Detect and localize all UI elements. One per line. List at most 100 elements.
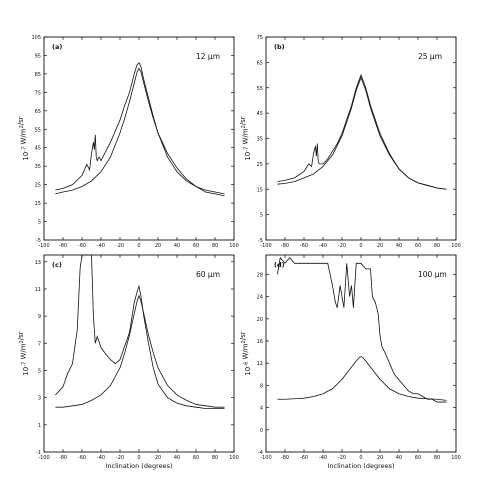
x-axis-label: Inclination (degrees): [327, 462, 394, 470]
observed-profile-line: [277, 73, 447, 190]
model-profile-line: [277, 76, 447, 190]
x-tick-label: -40: [319, 455, 327, 461]
y-tick-label: 3: [38, 396, 41, 402]
panel-label: (b): [274, 43, 285, 51]
y-tick-label: 45: [35, 146, 41, 152]
y-tick-label: 1: [38, 423, 41, 429]
y-axis-label: 10-7 W/m2/sr: [239, 116, 252, 160]
x-tick-label: -60: [78, 455, 86, 461]
x-tick-label: -100: [38, 455, 49, 461]
y-tick-label: 45: [257, 111, 263, 117]
x-tick-label: 80: [434, 243, 440, 249]
x-tick-label: -100: [260, 455, 271, 461]
plot-frame: [265, 254, 457, 453]
x-tick-label: 0: [359, 243, 362, 249]
x-tick-label: -80: [59, 243, 67, 249]
x-tick-label: -20: [116, 243, 124, 249]
x-tick-label: 0: [359, 455, 362, 461]
x-tick-label: 100: [451, 243, 461, 249]
y-tick-label: 55: [257, 86, 263, 92]
y-tick-label: 9: [38, 314, 41, 320]
x-tick-label: -20: [338, 455, 346, 461]
x-tick-label: -60: [300, 243, 308, 249]
y-tick-label: 28: [257, 272, 263, 278]
y-tick-label: 15: [257, 187, 263, 193]
y-tick-label: 25: [35, 183, 41, 189]
y-tick-label: 75: [35, 90, 41, 96]
chart-panel-4: -100 -80 -60 -40 -20 0 20 40 60 80 100-40481216202…: [239, 254, 461, 470]
panel-label: (a): [52, 43, 62, 51]
x-tick-label: 80: [212, 455, 218, 461]
x-tick-label: 60: [415, 243, 421, 249]
chart-panel-3: -100 -80 -60 -40 -20 0 20 40 60 80 100-1135791113(…: [17, 254, 239, 470]
y-axis-label: 10-6 W/m2/sr: [239, 331, 252, 375]
plot-frame: [265, 36, 457, 241]
x-tick-label: 40: [396, 455, 402, 461]
x-tick-label: 40: [174, 455, 180, 461]
wavelength-label: 12 µm: [196, 52, 220, 61]
chart-panel-1: -100 -80 -60 -40 -20 0 20 40 60 80 100 -5 5 15 25 35 45 5…: [17, 35, 239, 249]
y-tick-label: 13: [35, 260, 41, 266]
observed-profile-line: [277, 256, 447, 403]
y-tick-label: 25: [257, 162, 263, 168]
x-tick-label: -80: [59, 455, 67, 461]
y-tick-label: 55: [35, 127, 41, 133]
x-tick-label: -100: [260, 243, 271, 249]
y-tick-label: 65: [257, 60, 263, 66]
y-tick-label: 11: [35, 287, 41, 293]
plot-frame: [43, 36, 235, 241]
x-tick-label: 60: [415, 455, 421, 461]
y-tick-label: 5: [38, 368, 41, 374]
y-tick-label: 95: [35, 53, 41, 59]
y-axis-label: 10-7 W/m2/sr: [17, 331, 30, 375]
y-tick-label: -5: [258, 238, 263, 244]
x-tick-label: -80: [281, 455, 289, 461]
x-tick-label: -20: [338, 243, 346, 249]
x-tick-label: 20: [155, 243, 161, 249]
y-tick-label: 20: [257, 317, 263, 323]
x-tick-label: 80: [212, 243, 218, 249]
x-tick-label: 20: [155, 455, 161, 461]
x-tick-label: 0: [137, 455, 140, 461]
x-axis-label: Inclination (degrees): [105, 462, 172, 470]
x-tick-label: -20: [116, 455, 124, 461]
x-tick-label: -100: [38, 243, 49, 249]
model-profile-line: [55, 294, 225, 408]
y-tick-label: 8: [260, 383, 263, 389]
y-tick-label: 75: [257, 35, 263, 41]
observed-profile-line: [55, 62, 225, 197]
y-tick-label: -4: [258, 450, 263, 456]
y-tick-label: 4: [260, 406, 263, 412]
y-axis-label: 10-7 W/m2/sr: [17, 116, 30, 160]
y-tick-label: 65: [35, 109, 41, 115]
y-tick-label: 0: [260, 428, 263, 434]
y-tick-label: 12: [257, 361, 263, 367]
y-tick-label: -1: [36, 450, 41, 456]
y-tick-label: 16: [257, 339, 263, 345]
wavelength-label: 60 µm: [196, 270, 220, 279]
y-tick-label: 35: [257, 137, 263, 143]
chart-panel-2: -100 -80 -60 -40 -20 0 20 40 60 80 100 -5 5 15 25 35 45 5…: [239, 35, 461, 249]
x-tick-label: 100: [451, 455, 461, 461]
y-tick-label: -5: [36, 238, 41, 244]
y-tick-label: 5: [260, 213, 263, 219]
wavelength-label: 25 µm: [418, 52, 442, 61]
x-tick-label: -80: [281, 243, 289, 249]
y-tick-label: 5: [38, 220, 41, 226]
x-tick-label: -40: [97, 243, 105, 249]
model-profile-line: [55, 67, 225, 195]
y-tick-label: 85: [35, 72, 41, 78]
plot-frame: [43, 254, 235, 453]
x-tick-label: 40: [396, 243, 402, 249]
x-tick-label: 60: [193, 455, 199, 461]
x-tick-label: -60: [78, 243, 86, 249]
y-tick-label: 35: [35, 164, 41, 170]
x-tick-label: 60: [193, 243, 199, 249]
x-tick-label: -40: [319, 243, 327, 249]
panel-label: (c): [52, 261, 62, 269]
y-tick-label: 15: [35, 201, 41, 207]
x-tick-label: 100: [229, 455, 239, 461]
x-tick-label: 20: [377, 455, 383, 461]
y-tick-label: 7: [38, 341, 41, 347]
